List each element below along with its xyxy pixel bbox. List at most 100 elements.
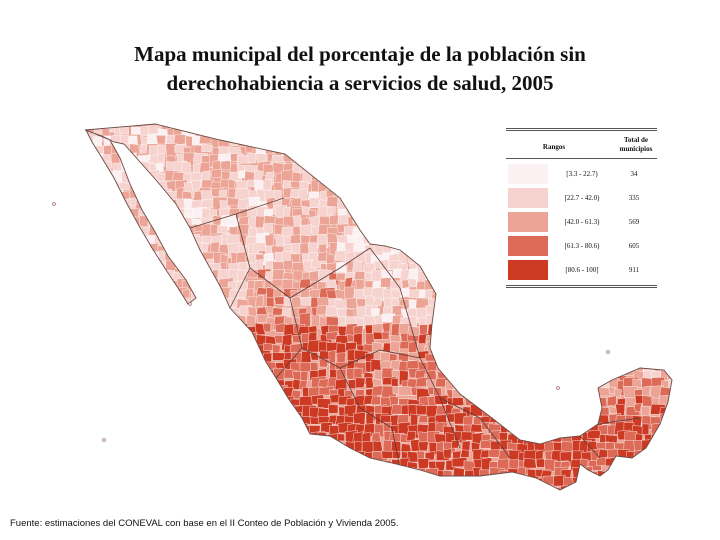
municipality-region (309, 449, 322, 465)
municipality-region (587, 415, 599, 424)
municipality-region (293, 433, 303, 446)
municipality-region (662, 315, 672, 325)
municipality-region (354, 178, 368, 189)
municipality-region (172, 251, 187, 265)
municipality-region (540, 351, 554, 360)
municipality-region (355, 205, 365, 217)
municipality-region (122, 380, 135, 391)
municipality-region (524, 330, 539, 340)
municipality-region (478, 306, 495, 317)
municipality-region (461, 214, 472, 224)
municipality-region (650, 305, 662, 321)
municipality-region (85, 430, 89, 445)
municipality-region (290, 411, 303, 428)
municipality-region (560, 326, 574, 336)
municipality-region (507, 479, 523, 490)
municipality-region (60, 371, 75, 382)
municipality-region (128, 244, 142, 253)
municipality-region (57, 326, 66, 336)
municipality-region (470, 133, 481, 144)
municipality-region (104, 196, 120, 209)
municipality-region (418, 204, 433, 215)
municipality-region (164, 378, 181, 388)
municipality-region (273, 497, 288, 498)
municipality-region (202, 458, 219, 469)
municipality-region (451, 397, 465, 406)
municipality-region (203, 416, 216, 425)
municipality-region (479, 322, 495, 339)
municipality-region (41, 371, 51, 381)
municipality-region (679, 297, 680, 308)
municipality-region (109, 304, 120, 313)
municipality-region (238, 332, 251, 347)
municipality-region (226, 457, 239, 471)
municipality-region (319, 485, 334, 490)
municipality-region (173, 351, 187, 366)
municipality-region (542, 341, 555, 353)
municipality-region (480, 179, 496, 194)
municipality-region (47, 152, 58, 162)
municipality-region (100, 424, 114, 438)
municipality-region (676, 118, 680, 131)
municipality-region (219, 386, 230, 398)
municipality-region (120, 314, 133, 327)
municipality-region (488, 142, 497, 159)
municipality-region (451, 352, 463, 367)
municipality-region (48, 485, 57, 498)
municipality-region (209, 333, 225, 347)
municipality-region (292, 488, 308, 490)
municipality-region (57, 441, 66, 451)
municipality-region (146, 305, 158, 321)
municipality-region (121, 251, 130, 263)
municipality-region (209, 317, 223, 328)
municipality-region (155, 461, 171, 474)
municipality-region (642, 294, 654, 304)
municipality-region (527, 377, 541, 393)
municipality-region (308, 467, 324, 481)
municipality-region (391, 225, 405, 234)
municipality-region (203, 359, 215, 369)
municipality-region (90, 451, 103, 460)
municipality-region (218, 124, 236, 136)
municipality-region (108, 197, 119, 213)
municipality-region (661, 358, 672, 369)
municipality-region (534, 377, 544, 388)
municipality-region (112, 287, 122, 296)
municipality-region (264, 378, 274, 393)
municipality-region (480, 152, 491, 166)
municipality-region (678, 163, 680, 172)
municipality-region (399, 486, 408, 490)
municipality-region (94, 439, 111, 448)
municipality-region (47, 119, 59, 128)
municipality-region (678, 334, 680, 343)
municipality-region (76, 153, 83, 162)
municipality-region (345, 297, 358, 309)
municipality-region (49, 245, 63, 255)
municipality-region (424, 468, 439, 483)
municipality-region (221, 352, 231, 367)
municipality-region (516, 360, 526, 373)
municipality-region (121, 299, 137, 315)
municipality-region (199, 451, 214, 461)
municipality-region (382, 322, 391, 333)
municipality-region (137, 459, 145, 476)
municipality-region (246, 467, 255, 482)
municipality-region (335, 143, 350, 157)
municipality-region (523, 486, 533, 490)
municipality-region (470, 263, 486, 272)
municipality-region (235, 350, 247, 362)
municipality-region (450, 171, 461, 180)
municipality-region (138, 306, 155, 318)
municipality-region (47, 278, 61, 293)
municipality-region (461, 160, 473, 172)
municipality-region (300, 434, 315, 442)
municipality-region (657, 135, 668, 144)
municipality-region (391, 496, 399, 498)
municipality-region (230, 433, 242, 447)
municipality-region (345, 134, 356, 149)
municipality-region (380, 190, 399, 201)
municipality-region (481, 287, 496, 298)
municipality-region (95, 252, 105, 268)
municipality-region (562, 341, 576, 351)
municipality-region (192, 425, 207, 439)
